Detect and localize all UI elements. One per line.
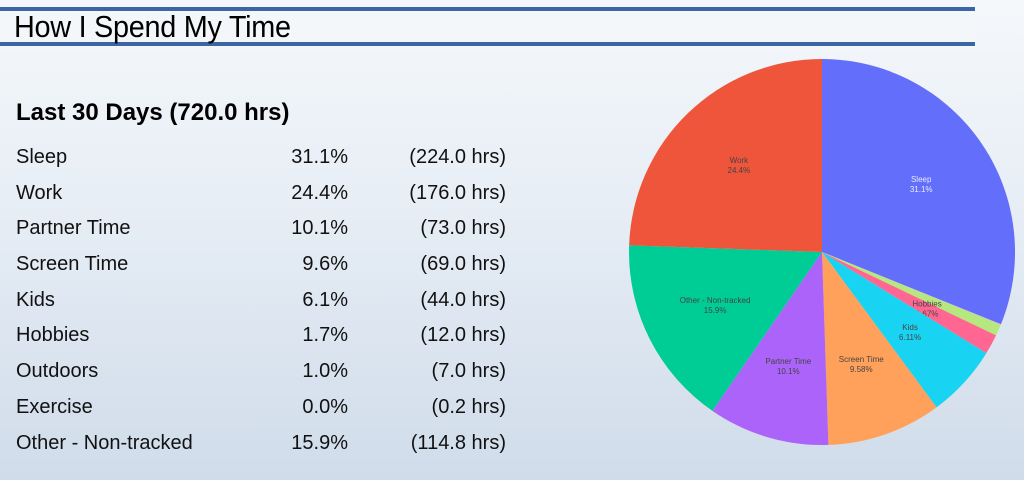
slice-label: Kids 6.11% xyxy=(899,323,921,342)
row-hours: (44.0 hrs) xyxy=(420,288,506,311)
stats-table: Sleep 31.1% (224.0 hrs) Work 24.4% (176.… xyxy=(16,146,506,467)
stats-row: Partner Time 10.1% (73.0 hrs) xyxy=(16,217,506,253)
row-hours: (69.0 hrs) xyxy=(420,253,506,276)
title-bar xyxy=(0,5,975,47)
stats-row: Other - Non-tracked 15.9% (114.8 hrs) xyxy=(16,432,506,468)
row-label: Partner Time xyxy=(16,217,131,240)
pie-slice-other-non-tracked[interactable] xyxy=(629,245,822,411)
stats-row: Screen Time 9.6% (69.0 hrs) xyxy=(16,253,506,289)
pie-slice-screen-time[interactable] xyxy=(822,252,937,445)
page-title: How I Spend My Time xyxy=(14,9,291,44)
row-hours: (224.0 hrs) xyxy=(409,146,506,168)
row-label: Hobbies xyxy=(16,324,90,347)
row-hours: (114.8 hrs) xyxy=(410,431,506,454)
row-percent: 6.1% xyxy=(302,288,348,311)
row-label: Other - Non-tracked xyxy=(16,431,193,454)
title-rule-top xyxy=(0,7,975,11)
pie-slice-work[interactable] xyxy=(629,59,822,252)
row-hours: (0.2 hrs) xyxy=(431,395,506,418)
row-label: Sleep xyxy=(16,146,68,168)
row-hours: (176.0 hrs) xyxy=(409,181,506,204)
row-hours: (12.0 hrs) xyxy=(420,324,506,347)
title-rule-bottom xyxy=(0,42,975,46)
slice-label: Sleep 31.1% xyxy=(910,175,933,194)
pie-slice-kids[interactable] xyxy=(822,252,987,408)
summary-heading: Last 30 Days (720.0 hrs) xyxy=(16,99,290,126)
row-percent: 1.0% xyxy=(302,360,348,383)
pie-chart: Sleep 31.1% Hobbies 1.67% Kids 6.11% Screen Ti… xyxy=(620,50,1024,460)
row-percent: 10.1% xyxy=(291,217,348,240)
slice-label: Other - Non-tracked 15.9% xyxy=(680,296,751,315)
row-label: Work xyxy=(16,181,63,204)
row-label: Kids xyxy=(16,288,55,311)
stats-row: Kids 6.1% (44.0 hrs) xyxy=(16,289,506,325)
pie-chart-svg: Sleep 31.1% Hobbies 1.67% Kids 6.11% Screen Ti… xyxy=(629,59,1015,445)
slice-label: Hobbies 1.67% xyxy=(912,299,941,318)
row-percent: 15.9% xyxy=(291,431,348,454)
stats-row: Sleep 31.1% (224.0 hrs) xyxy=(16,146,506,182)
row-hours: (7.0 hrs) xyxy=(431,360,506,383)
row-hours: (73.0 hrs) xyxy=(420,217,506,240)
slice-label: Partner Time 10.1% xyxy=(765,357,811,376)
stats-row: Outdoors 1.0% (7.0 hrs) xyxy=(16,360,506,396)
pie-slice-partner-time[interactable] xyxy=(712,252,829,445)
slice-label: Screen Time 9.58% xyxy=(839,355,884,374)
pie-slice-outdoors[interactable] xyxy=(822,252,1001,336)
pie-slice-hobbies[interactable] xyxy=(822,252,997,354)
row-percent: 1.7% xyxy=(302,324,348,347)
stats-row: Hobbies 1.7% (12.0 hrs) xyxy=(16,324,506,360)
row-percent: 24.4% xyxy=(291,181,348,204)
pie-slice-exercise[interactable] xyxy=(822,252,1001,325)
row-label: Exercise xyxy=(16,395,93,418)
row-percent: 0.0% xyxy=(302,395,348,418)
row-label: Screen Time xyxy=(16,253,129,276)
row-percent: 31.1% xyxy=(291,146,348,168)
stats-row: Work 24.4% (176.0 hrs) xyxy=(16,182,506,218)
stats-row: Exercise 0.0% (0.2 hrs) xyxy=(16,396,506,432)
row-label: Outdoors xyxy=(16,360,99,383)
row-percent: 9.6% xyxy=(302,253,348,276)
slice-label: Work 24.4% xyxy=(728,156,751,175)
pie-slice-sleep[interactable] xyxy=(822,59,1015,325)
